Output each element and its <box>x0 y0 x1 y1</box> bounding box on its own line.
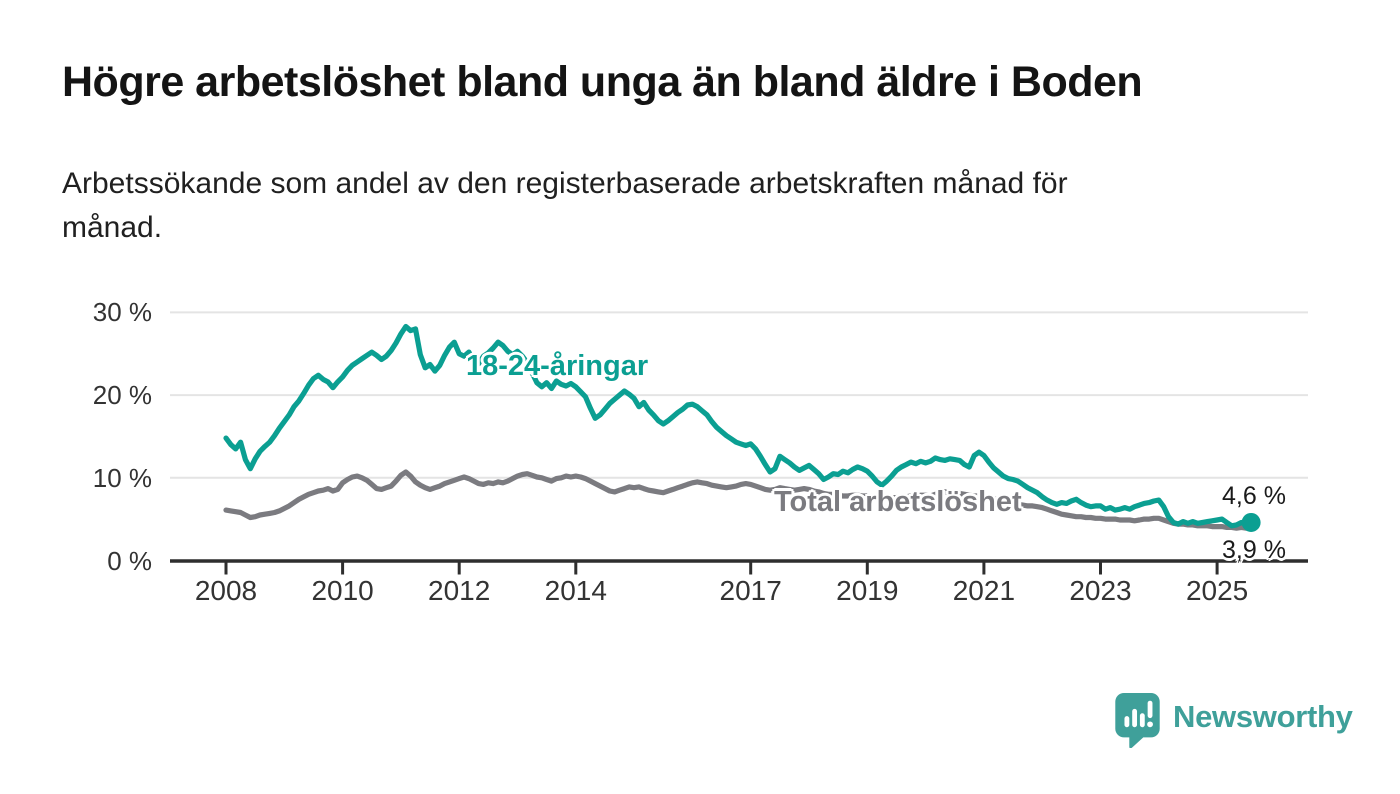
end-value-label-youth: 4,6 % <box>1222 482 1286 510</box>
newsworthy-logo-icon <box>1115 692 1160 748</box>
series-label-total: Total arbetslöshet <box>774 486 1022 518</box>
newsworthy-branding: Newsworthy <box>1114 692 1353 748</box>
x-tick-label: 2023 <box>1069 575 1132 606</box>
x-tick-label: 2014 <box>544 575 607 606</box>
series-label-youth: 18-24-åringar <box>466 350 649 382</box>
x-tick-label: 2008 <box>194 575 258 606</box>
latest-value-dot <box>1241 512 1261 532</box>
end-value-label-total: 3,9 % <box>1222 536 1286 564</box>
x-tick-label: 2021 <box>952 575 1016 606</box>
x-tick-label: 2025 <box>1185 575 1249 606</box>
x-tick-label: 2012 <box>428 575 491 606</box>
newsworthy-logo-text: Newsworthy <box>1173 699 1353 734</box>
x-tick-label: 2010 <box>311 575 374 606</box>
page-subtitle: Arbetssökande som andel av den registerb… <box>62 167 1068 244</box>
x-tick-label: 2019 <box>836 575 899 606</box>
series-line-total <box>223 469 1254 531</box>
page-title: Högre arbetslöshet bland unga än bland ä… <box>62 58 1143 106</box>
y-tick-label: 20 % <box>92 380 152 411</box>
x-tick-label: 2017 <box>719 575 782 606</box>
y-tick-label: 30 % <box>92 297 152 328</box>
y-tick-label: 10 % <box>92 462 152 493</box>
series-line-youth <box>223 323 1254 529</box>
y-tick-label: 0 % <box>107 545 152 576</box>
